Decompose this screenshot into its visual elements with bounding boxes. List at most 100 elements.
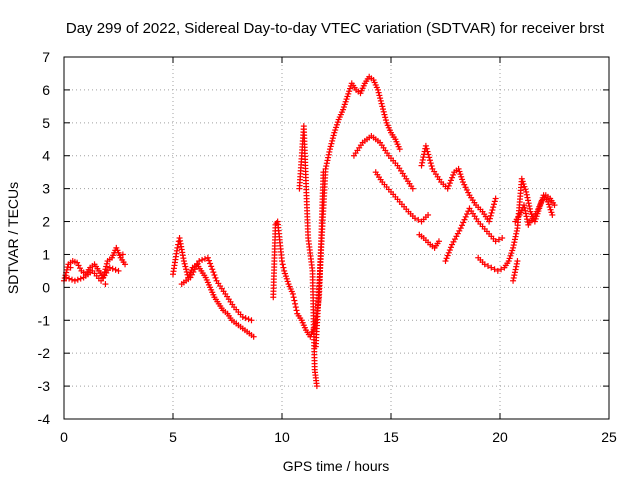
chart-title: Day 299 of 2022, Sidereal Day-to-day VTE… bbox=[66, 20, 605, 37]
data-point-trail bbox=[292, 304, 299, 311]
data-point-trail bbox=[419, 156, 426, 163]
data-point-trail bbox=[548, 209, 555, 216]
data-point bbox=[326, 146, 333, 153]
data-point-trail bbox=[519, 178, 526, 185]
data-point-trail bbox=[199, 256, 206, 263]
data-point-trail bbox=[511, 239, 518, 246]
data-point bbox=[520, 202, 527, 209]
data-point-trail bbox=[512, 266, 519, 273]
plot-frame bbox=[63, 56, 610, 420]
y-tick-label: -2 bbox=[38, 345, 51, 361]
data-point-trail bbox=[526, 205, 533, 212]
data-point-trail bbox=[521, 204, 528, 211]
data-point bbox=[279, 258, 285, 265]
data-point-trail bbox=[444, 252, 451, 259]
y-tick-label: -1 bbox=[38, 312, 51, 328]
data-point-trail bbox=[183, 266, 190, 273]
y-tick-label: 3 bbox=[42, 181, 50, 197]
data-point-trail bbox=[488, 209, 495, 216]
data-point-trail bbox=[245, 316, 252, 323]
data-point bbox=[102, 281, 109, 288]
data-point-trail bbox=[343, 96, 350, 103]
y-tick-label: 6 bbox=[42, 82, 50, 98]
data-point bbox=[281, 267, 288, 274]
data-point-trail bbox=[525, 200, 532, 207]
x-tick-label: 5 bbox=[169, 429, 177, 445]
data-point bbox=[115, 267, 122, 274]
data-point bbox=[551, 202, 558, 209]
data-point-trail bbox=[423, 145, 430, 152]
data-point-trail bbox=[205, 257, 212, 264]
x-tick-label: 25 bbox=[601, 429, 617, 445]
data-point-trail bbox=[377, 97, 384, 104]
data-point bbox=[499, 235, 506, 241]
data-point-trail bbox=[446, 247, 453, 254]
data-point-trail bbox=[347, 85, 354, 92]
data-point-trail bbox=[454, 230, 461, 237]
data-point-trail bbox=[282, 273, 289, 280]
data-point-trail bbox=[445, 182, 452, 189]
data-point-trail bbox=[77, 275, 84, 282]
data-point bbox=[119, 251, 126, 258]
data-point bbox=[122, 261, 129, 268]
data-point-trail bbox=[341, 101, 348, 108]
data-point-trail bbox=[376, 92, 383, 99]
x-tick-label: 15 bbox=[383, 429, 399, 445]
data-point-trail bbox=[324, 157, 331, 164]
y-tick-label: -4 bbox=[38, 411, 51, 427]
data-point-trail bbox=[462, 213, 469, 220]
data-point-trail bbox=[447, 244, 454, 251]
data-point-trail bbox=[522, 186, 529, 193]
data-point-trail bbox=[293, 307, 300, 314]
data-point-trail bbox=[511, 269, 518, 276]
x-tick-label: 0 bbox=[60, 429, 68, 445]
data-point-trail bbox=[103, 260, 110, 267]
data-point-trail bbox=[522, 210, 529, 217]
data-point-trail bbox=[381, 111, 388, 118]
data-point-trail bbox=[450, 171, 457, 178]
data-point-trail bbox=[419, 159, 426, 166]
data-point-trail bbox=[325, 154, 332, 161]
data-point-trail bbox=[510, 242, 517, 249]
data-point bbox=[174, 244, 181, 251]
data-point-trail bbox=[279, 261, 286, 268]
data-point-trail bbox=[420, 154, 427, 161]
data-point-trail bbox=[526, 203, 533, 210]
data-point bbox=[239, 313, 246, 320]
data-point-trail bbox=[68, 276, 75, 283]
data-point bbox=[425, 211, 432, 218]
data-point-trail bbox=[201, 255, 208, 262]
data-point bbox=[289, 290, 296, 297]
data-point bbox=[322, 165, 329, 172]
data-point bbox=[459, 179, 466, 186]
data-point-trail bbox=[512, 233, 519, 240]
data-point-trail bbox=[428, 163, 435, 170]
data-point-trail bbox=[498, 266, 505, 273]
data-point-trail bbox=[486, 215, 493, 222]
data-point-trail bbox=[210, 269, 217, 276]
data-point-trail bbox=[415, 216, 422, 223]
data-point-trail bbox=[333, 124, 340, 131]
data-point-trail bbox=[211, 272, 218, 279]
data-point bbox=[331, 129, 338, 136]
data-point-trail bbox=[547, 206, 554, 213]
data-point-trail bbox=[509, 247, 516, 254]
data-point-trail bbox=[377, 95, 384, 102]
data-point-trail bbox=[489, 207, 496, 214]
data-point bbox=[71, 277, 78, 284]
data-point-trail bbox=[332, 127, 339, 134]
data-point-trail bbox=[458, 173, 465, 180]
data-point-trail bbox=[462, 184, 469, 191]
data-point-trail bbox=[327, 143, 334, 150]
data-point-trail bbox=[207, 260, 214, 267]
data-point bbox=[449, 241, 456, 248]
y-tick-label: 1 bbox=[42, 246, 50, 262]
data-point-trail bbox=[425, 151, 432, 158]
data-point-trail bbox=[460, 219, 467, 226]
data-point-trail bbox=[513, 260, 520, 267]
data-point bbox=[518, 175, 525, 182]
y-tick-label: 4 bbox=[42, 148, 50, 164]
data-point-trail bbox=[522, 207, 529, 214]
data-point-trail bbox=[242, 315, 249, 322]
data-point bbox=[374, 86, 381, 93]
